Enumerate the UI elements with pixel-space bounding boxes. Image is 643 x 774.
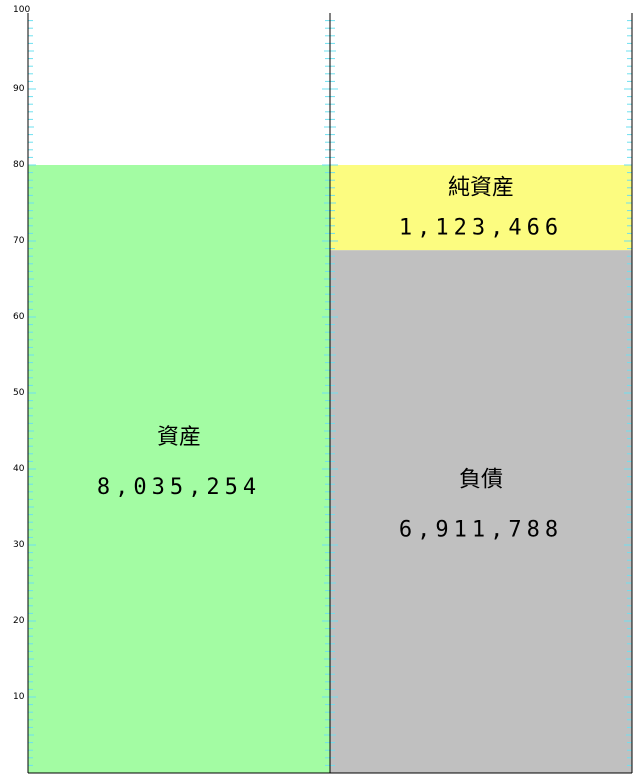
y-tick-label: 80 [13,160,25,170]
y-tick-label: 70 [13,236,25,246]
y-tick-label: 50 [13,388,25,398]
block-1-1 [330,165,632,251]
y-tick-label: 40 [13,464,25,474]
block-1-0 [330,250,632,773]
block-label: 純資産 [448,176,514,201]
block-value: 1,123,466 [399,216,563,241]
y-tick-label: 100 [13,5,30,15]
y-tick-label: 60 [13,312,25,322]
y-tick-label: 30 [13,540,25,550]
blocks-layer [28,165,632,773]
labels-layer: 資産 8,035,254 負債 6,911,788 純資産 1,123,466 10 20 30… [13,5,563,702]
block-0-0 [28,165,330,773]
block-value: 8,035,254 [97,475,261,500]
y-tick-label: 10 [13,692,25,702]
y-tick-label: 90 [13,84,25,94]
block-label: 資産 [157,425,201,450]
block-label: 負債 [459,468,503,493]
y-tick-label: 20 [13,616,25,626]
block-value: 6,911,788 [399,518,563,543]
ruler-layer [28,20,632,766]
frame-layer [27,13,633,774]
